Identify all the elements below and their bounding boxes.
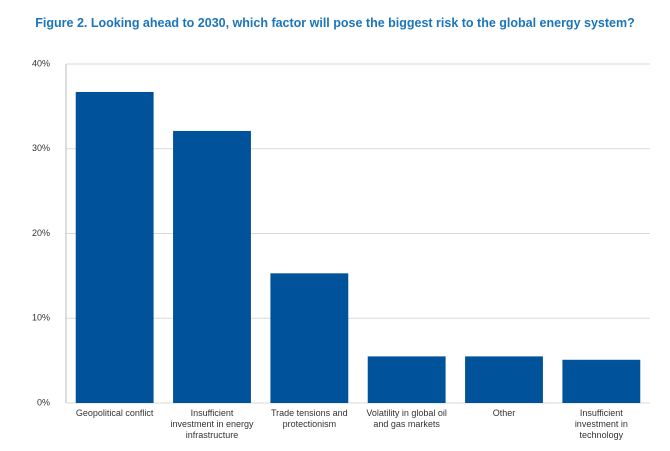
bar (173, 130, 251, 403)
bar (562, 359, 641, 403)
y-tick-label: 0% (37, 397, 50, 407)
bar (367, 356, 446, 403)
x-tick-label: Insufficient investment in technology (574, 408, 628, 440)
chart-title: Figure 2. Looking ahead to 2030, which f… (35, 16, 635, 30)
y-tick-label: 20% (32, 228, 50, 238)
y-tick-label: 10% (32, 313, 50, 323)
y-tick-label: 40% (32, 58, 50, 68)
bar (270, 273, 349, 403)
bar (465, 356, 543, 403)
x-tick-label: Other (492, 408, 516, 418)
bar (75, 91, 154, 403)
y-tick-label: 30% (32, 143, 50, 153)
x-tick-label: Volatility in global oil and gas markets (366, 408, 447, 429)
x-tick-label: Insufficient investment in energy infras… (170, 408, 254, 440)
x-tick-label: Geopolitical conflict (75, 408, 154, 418)
x-tick-label: Trade tensions and protectionism (270, 408, 348, 429)
